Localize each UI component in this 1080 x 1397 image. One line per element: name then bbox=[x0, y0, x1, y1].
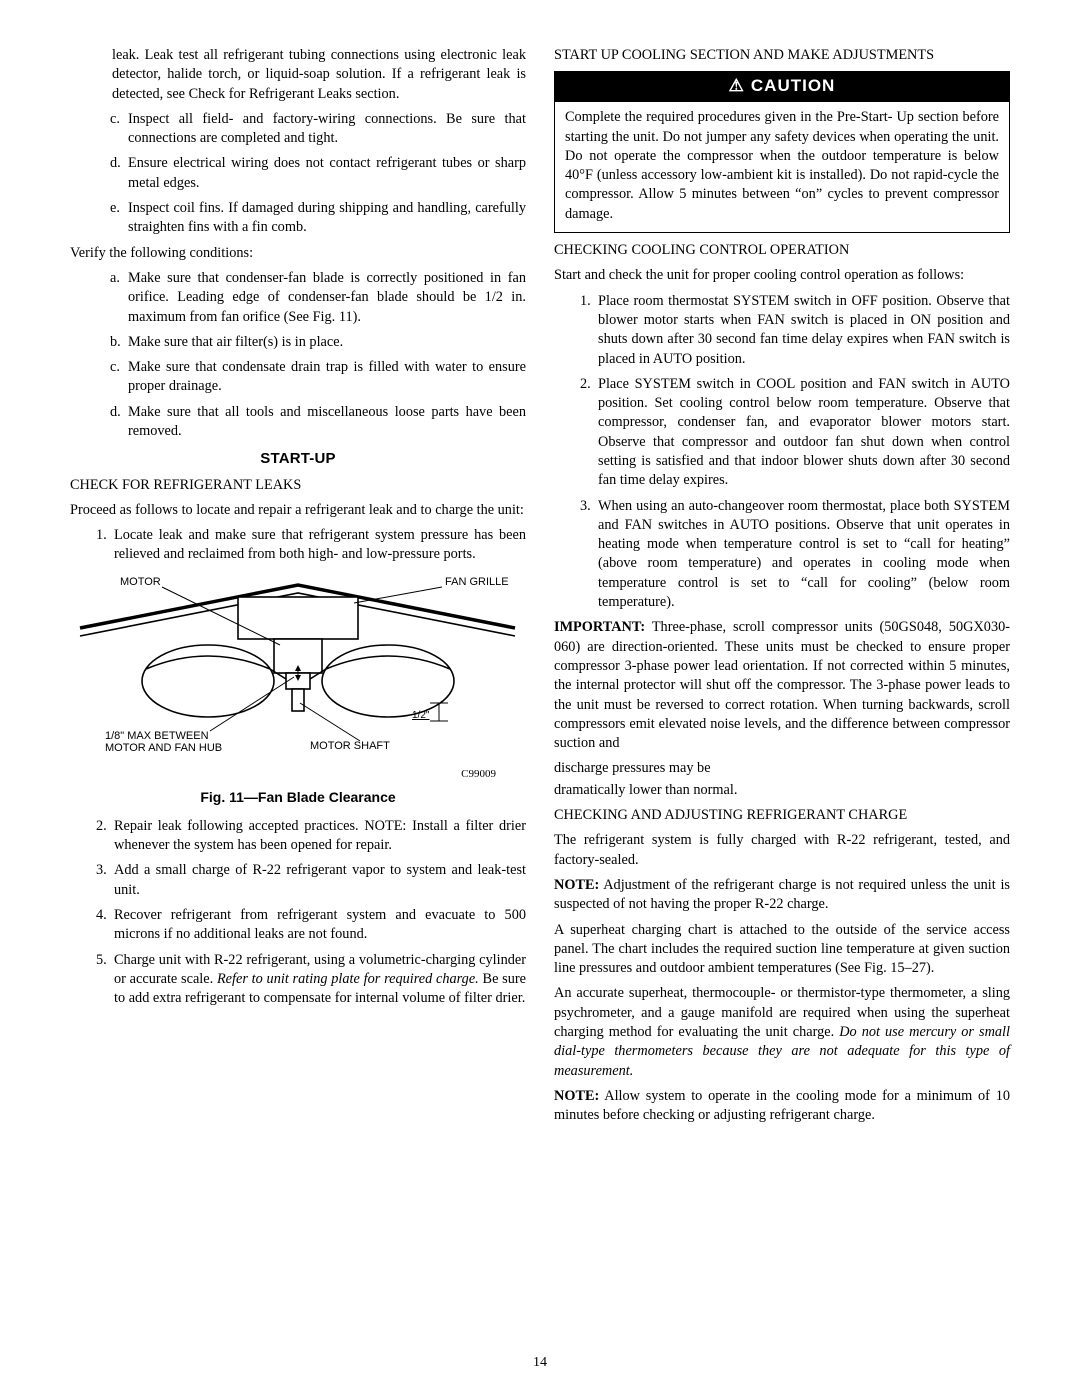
fan-blade-diagram: 1/2" MOTOR FAN GRILLE 1/8" MAX BETWEEN M… bbox=[70, 573, 525, 763]
note2-paragraph: NOTE: Allow system to operate in the coo… bbox=[554, 1087, 1010, 1126]
half-inch-label: 1/2" bbox=[412, 710, 430, 721]
checking-cooling-subhead: CHECKING COOLING CONTROL OPERATION bbox=[554, 241, 1010, 260]
startup-heading: START-UP bbox=[70, 449, 526, 469]
max-between-label-1: 1/8" MAX BETWEEN bbox=[105, 730, 209, 742]
accurate-paragraph: An accurate superheat, thermocouple- or … bbox=[554, 984, 1010, 1080]
list-item: Make sure that condensate drain trap is … bbox=[112, 358, 526, 397]
superheat-paragraph: A superheat charging chart is attached t… bbox=[554, 921, 1010, 979]
important-body: Three-phase, scroll compressor units (50… bbox=[554, 619, 1010, 751]
motor-label: MOTOR bbox=[120, 576, 161, 588]
fan-grille-label: FAN GRILLE bbox=[445, 576, 509, 588]
checking-intro: Start and check the unit for proper cool… bbox=[554, 266, 1010, 285]
motor-shaft-label: MOTOR SHAFT bbox=[310, 740, 390, 752]
dramatically-line: dramatically lower than normal. bbox=[554, 781, 1010, 800]
list-item: Inspect coil fins. If damaged during shi… bbox=[112, 199, 526, 238]
note1-paragraph: NOTE: Adjustment of the refrigerant char… bbox=[554, 876, 1010, 915]
checking-list: Place room thermostat SYSTEM switch in O… bbox=[554, 292, 1010, 613]
figure-11: 1/2" MOTOR FAN GRILLE 1/8" MAX BETWEEN M… bbox=[70, 573, 526, 807]
caution-label: CAUTION bbox=[751, 76, 835, 95]
right-column: START UP COOLING SECTION AND MAKE ADJUST… bbox=[554, 46, 1010, 1131]
leak-steps-1: Locate leak and make sure that refrigera… bbox=[70, 526, 526, 565]
note1-body: Adjustment of the refrigerant charge is … bbox=[554, 877, 1010, 912]
note2-body: Allow system to operate in the cooling m… bbox=[554, 1088, 1010, 1123]
warning-icon: ⚠ bbox=[729, 76, 745, 95]
caution-body: Complete the required procedures given i… bbox=[555, 102, 1009, 232]
important-paragraph: IMPORTANT: Three-phase, scroll compresso… bbox=[554, 618, 1010, 753]
figure-caption: Fig. 11—Fan Blade Clearance bbox=[70, 788, 526, 807]
list-item: Charge unit with R-22 refrigerant, using… bbox=[98, 951, 526, 1009]
checking-adjusting-subhead: CHECKING AND ADJUSTING REFRIGERANT CHARG… bbox=[554, 806, 1010, 825]
list-item: Make sure that condenser-fan blade is co… bbox=[112, 269, 526, 327]
verify-intro: Verify the following conditions: bbox=[70, 244, 526, 263]
list-item: Locate leak and make sure that refrigera… bbox=[98, 526, 526, 565]
list-item: Recover refrigerant from refrigerant sys… bbox=[98, 906, 526, 945]
list-item: Inspect all field- and factory-wiring co… bbox=[112, 110, 526, 149]
verify-list: Make sure that condenser-fan blade is co… bbox=[70, 269, 526, 441]
caution-box: ⚠ CAUTION Complete the required procedure… bbox=[554, 71, 1010, 233]
list-item: Repair leak following accepted practices… bbox=[98, 817, 526, 856]
page-number: 14 bbox=[0, 1355, 1080, 1371]
leak-steps-2to5: Repair leak following accepted practices… bbox=[70, 817, 526, 1009]
check-leaks-subhead: CHECK FOR REFRIGERANT LEAKS bbox=[70, 476, 526, 495]
note1-label: NOTE: bbox=[554, 877, 599, 893]
important-label: IMPORTANT: bbox=[554, 619, 645, 635]
list-item: Make sure that air filter(s) is in place… bbox=[112, 333, 526, 352]
list-item: Make sure that all tools and miscellaneo… bbox=[112, 403, 526, 442]
figure-code: C99009 bbox=[70, 767, 526, 782]
max-between-label-2: MOTOR AND FAN HUB bbox=[105, 742, 222, 754]
intro-paragraph: leak. Leak test all refrigerant tubing c… bbox=[70, 46, 526, 104]
two-column-layout: leak. Leak test all refrigerant tubing c… bbox=[70, 46, 1010, 1131]
list-item: When using an auto-changeover room therm… bbox=[582, 497, 1010, 613]
page: leak. Leak test all refrigerant tubing c… bbox=[0, 0, 1080, 1397]
refrigerant-paragraph: The refrigerant system is fully charged … bbox=[554, 831, 1010, 870]
list-item: Place room thermostat SYSTEM switch in O… bbox=[582, 292, 1010, 369]
caution-bar: ⚠ CAUTION bbox=[555, 72, 1009, 102]
note2-label: NOTE: bbox=[554, 1088, 599, 1104]
list-item: Place SYSTEM switch in COOL position and… bbox=[582, 375, 1010, 491]
list-item: Add a small charge of R-22 refrigerant v… bbox=[98, 861, 526, 900]
startup-cooling-subhead: START UP COOLING SECTION AND MAKE ADJUST… bbox=[554, 46, 1010, 65]
proceed-paragraph: Proceed as follows to locate and repair … bbox=[70, 501, 526, 520]
discharge-line: discharge pressures may be bbox=[554, 759, 1010, 778]
inspection-list-cde: Inspect all field- and factory-wiring co… bbox=[70, 110, 526, 238]
list-item: Ensure electrical wiring does not contac… bbox=[112, 154, 526, 193]
item5-italic: Refer to unit rating plate for required … bbox=[217, 971, 479, 987]
left-column: leak. Leak test all refrigerant tubing c… bbox=[70, 46, 526, 1131]
